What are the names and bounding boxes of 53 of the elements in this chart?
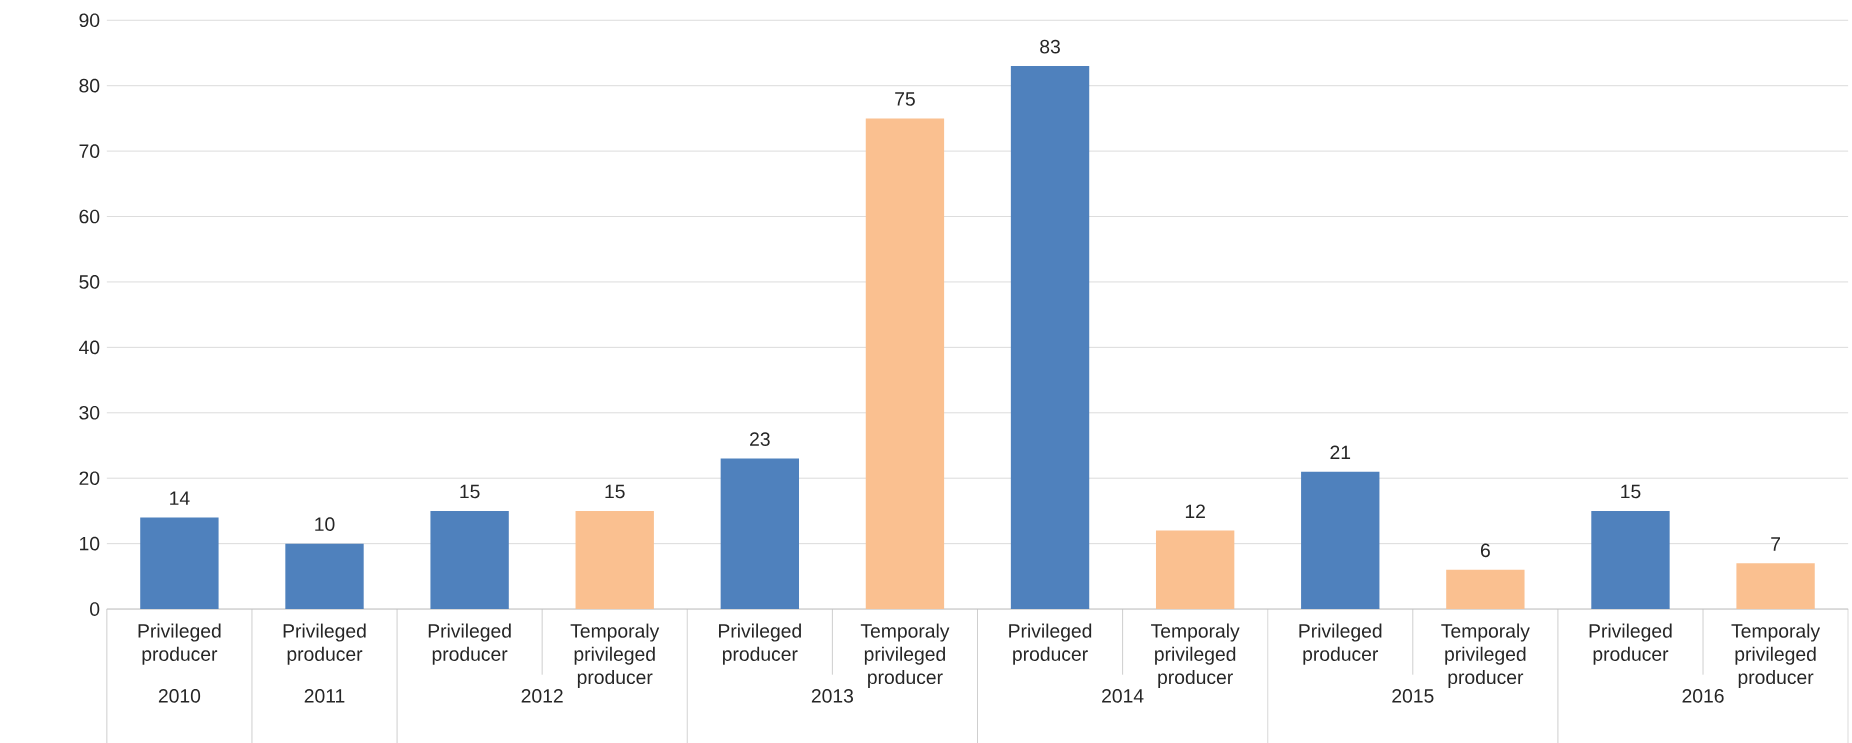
data-label: 10	[315, 517, 335, 531]
data-label: 23	[750, 432, 770, 446]
text: 2014	[1102, 688, 1144, 703]
y-tick-label: 20	[79, 471, 100, 485]
text: 2011	[304, 688, 345, 703]
x-tick-label: Privileged producer	[1589, 623, 1672, 665]
y-tick-label: 80	[79, 78, 100, 93]
x-tick-label: Privileged producer	[138, 623, 221, 665]
x-tick-label: Privileged producer	[428, 623, 511, 665]
y-tick-label: 0	[90, 602, 100, 616]
text: 2013	[811, 688, 854, 703]
data-label: 7	[1771, 537, 1780, 551]
bar	[865, 118, 945, 609]
x-tick-label: Privileged producer	[283, 623, 366, 665]
data-label: 75	[895, 92, 915, 106]
y-tick-label: 50	[79, 275, 100, 289]
data-label: 21	[1330, 445, 1351, 459]
x-tick-label: Temporaly privileged producer	[1731, 623, 1821, 688]
x-tick-label: Privileged producer	[1299, 623, 1382, 665]
x-tick-label: Temporaly privileged producer	[1441, 623, 1530, 688]
data-label: 83	[1040, 39, 1060, 54]
bar	[575, 510, 654, 609]
bar	[1736, 563, 1815, 609]
text: 2015	[1392, 688, 1434, 703]
bar	[720, 458, 800, 609]
data-label: 6	[1480, 543, 1490, 558]
bar	[1591, 510, 1670, 609]
data-label: 15	[1621, 484, 1641, 499]
text: 2016	[1682, 688, 1724, 703]
x-tick-label: Temporaly privileged producer	[1151, 623, 1240, 688]
bar	[1010, 65, 1090, 609]
bar	[285, 543, 364, 609]
y-tick-label: 40	[79, 340, 100, 355]
x-tick-label: Privileged producer	[719, 623, 801, 665]
data-label: 15	[605, 484, 625, 499]
text: 2012	[521, 688, 563, 703]
bar	[430, 510, 509, 609]
y-tick-label: 30	[79, 405, 100, 420]
x-tick-label: Privileged producer	[1009, 623, 1092, 665]
bar	[1446, 569, 1525, 609]
x-tick-label: Temporaly privileged producer	[860, 623, 950, 688]
bar	[1155, 530, 1235, 609]
bar	[1301, 471, 1380, 609]
data-label: 15	[460, 484, 480, 499]
bar	[140, 517, 219, 609]
data-label: 12	[1185, 504, 1205, 518]
y-tick-label: 60	[79, 209, 100, 224]
y-tick-label: 70	[79, 144, 100, 158]
data-label: 14	[170, 491, 190, 505]
y-tick-label: 90	[79, 13, 100, 27]
text: 2010	[158, 688, 201, 703]
y-tick-label: 10	[80, 536, 100, 551]
x-tick-label: Temporaly privileged producer	[570, 623, 660, 688]
